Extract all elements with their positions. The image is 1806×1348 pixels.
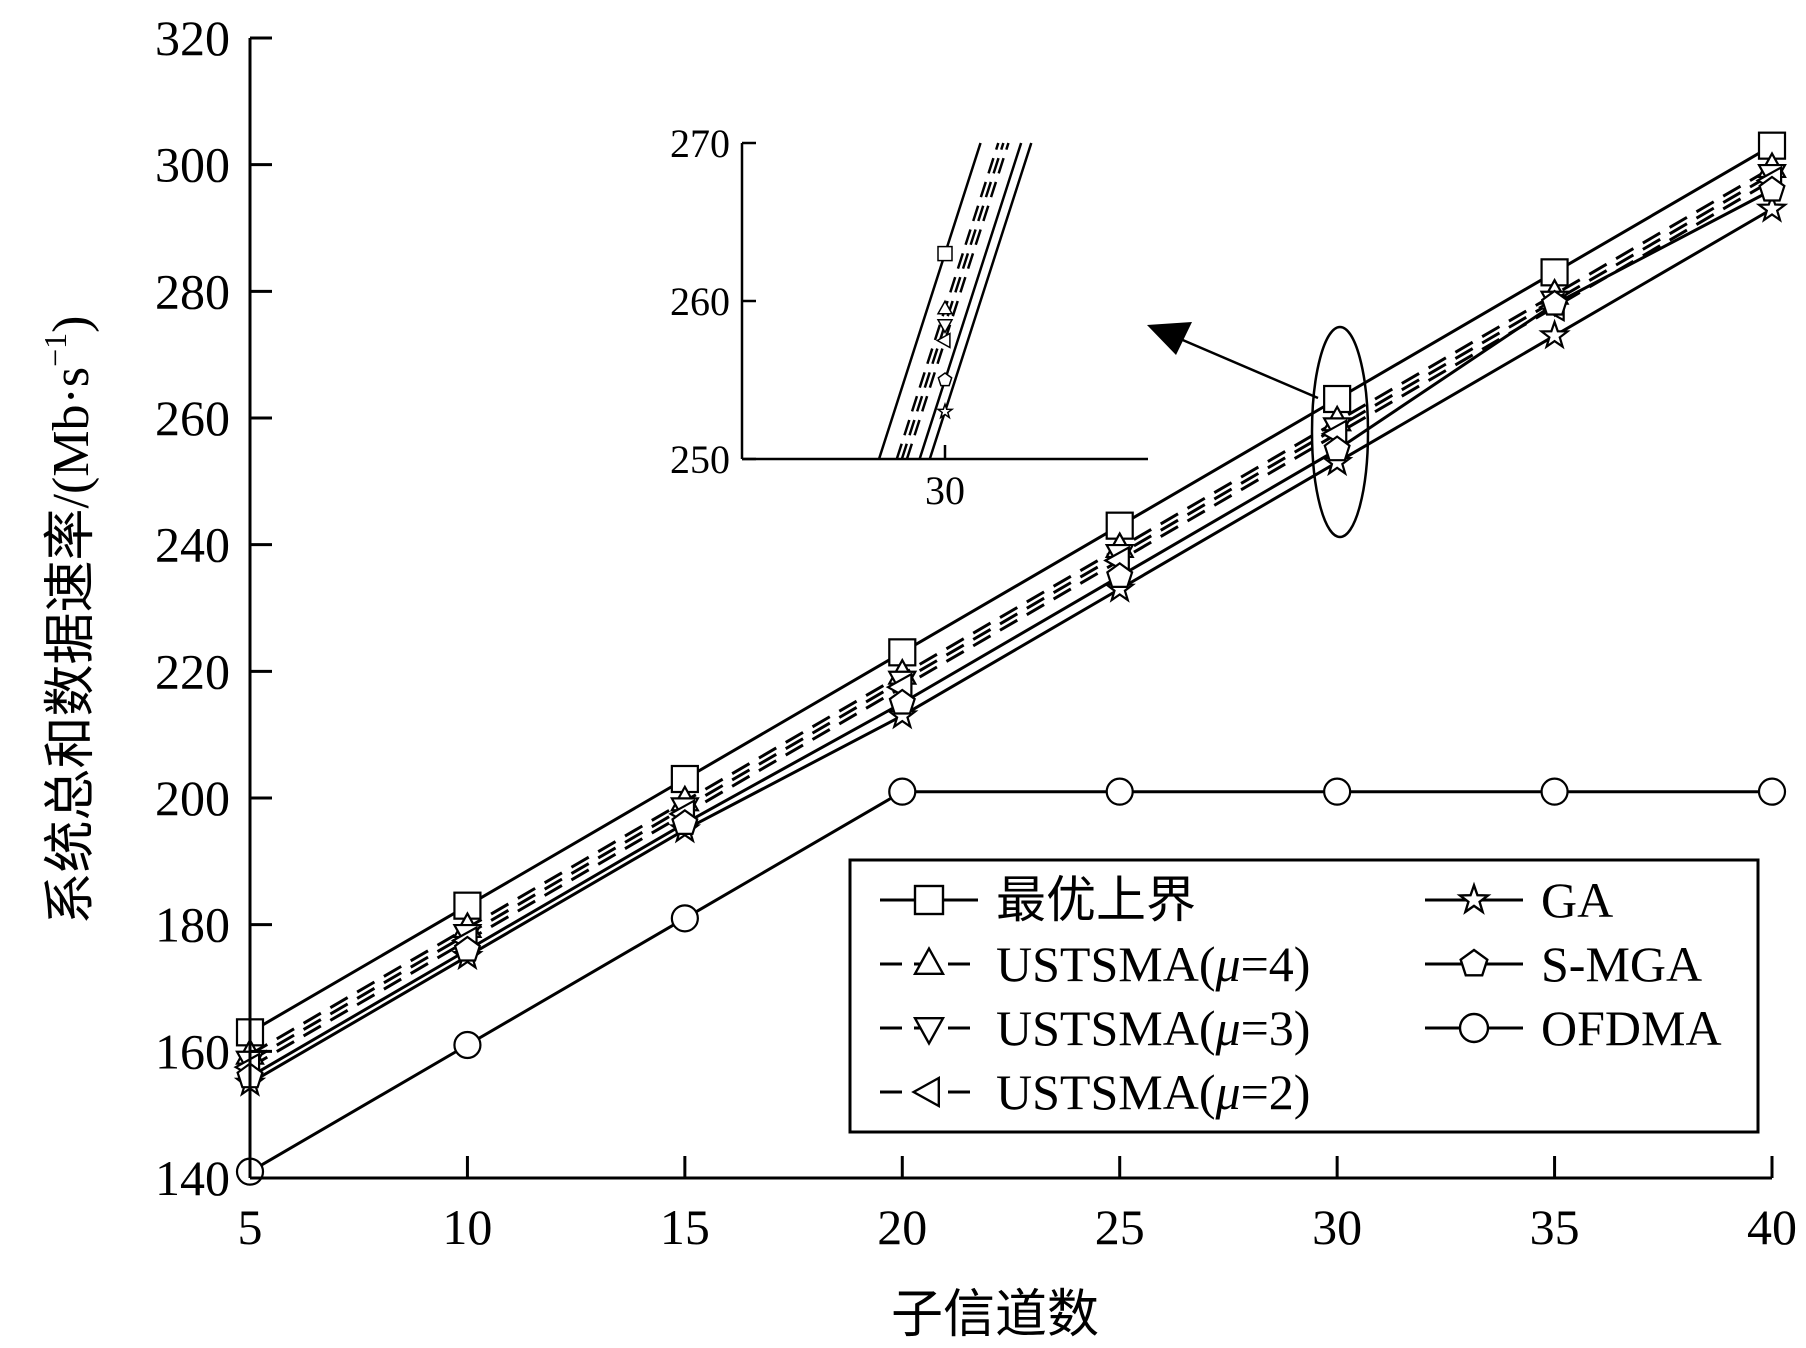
point-ofdma [1757,777,1787,806]
inset-line-upper-bound [877,142,982,460]
legend-label-part: μ [1214,1064,1240,1120]
series-line-ustsma-4 [249,166,1773,1056]
point-ga [1755,191,1789,223]
inset-point-ga [935,401,955,420]
legend-box [848,858,1760,1134]
legend-marker-ustsma-3 [912,1017,946,1046]
series-line-upper-bound [249,144,1773,1034]
legend-label-part: USTSMA( [996,1064,1215,1120]
inset-point-upper-bound [937,245,953,262]
inset-point-ustsma-2 [935,332,951,349]
y-tick-label: 180 [155,897,230,953]
inset-point-ustsma-3 [936,319,954,334]
legend-label-ustsma-3: USTSMA(μ=3) [996,1000,1310,1056]
point-s-mga [1323,435,1351,462]
legend-marker-ustsma-2 [911,1075,940,1109]
x-axis-title: 子信道数 [891,1287,1099,1344]
point-s-mga [1758,175,1786,202]
series-line-ofdma [249,790,1772,1173]
zoom-arrow [1177,336,1319,400]
y-axis-title-close: ) [43,316,100,333]
inset-line-ustsma-2 [905,142,1010,460]
x-tick-label: 5 [238,1199,263,1255]
y-axis-title-sup: −1 [37,333,73,367]
point-s-mga [1106,561,1134,588]
y-tick-label: 220 [155,643,230,699]
point-ofdma [1323,777,1352,806]
inset-point-s-mga [937,372,953,387]
inset-y-tick-label: 260 [670,279,730,324]
legend-marker-ofdma [1458,1012,1490,1044]
x-ticks: 5 10 15 20 25 30 35 40 [238,1156,1797,1255]
y-tick-label: 280 [155,263,230,319]
legend-label-ustsma-4: USTSMA(μ=4) [996,936,1310,992]
x-tick-label: 40 [1747,1199,1797,1255]
inset-y-tick-label: 250 [670,437,730,482]
y-tick-label: 240 [155,517,230,573]
legend-marker-ga [1456,881,1492,915]
series-line-ga [249,207,1773,1085]
legend-label-part: =3) [1241,1000,1311,1056]
inset-y-ticks: 250 260 270 [670,121,756,482]
main-series-lines [249,144,1773,1173]
inset-line-s-mga [918,142,1023,460]
inset-x-tick-label: 30 [925,468,965,513]
x-tick-label: 15 [660,1199,710,1255]
legend-label-part: μ [1214,1000,1240,1056]
y-tick-label: 200 [155,770,230,826]
legend-label-ga: GA [1541,872,1613,928]
legend-label-ustsma-2: USTSMA(μ=2) [996,1064,1310,1120]
legend-label-s-mga: S-MGA [1541,936,1702,992]
y-tick-label: 320 [155,10,230,66]
legend-label-part: USTSMA( [996,1000,1215,1056]
point-ofdma [888,777,917,806]
inset-series-markers [935,245,955,420]
legend-label-part: USTSMA( [996,936,1215,992]
point-ofdma [453,1030,482,1060]
inset-zoom: 250 260 270 30 [670,121,1148,513]
y-tick-label: 260 [155,390,230,446]
series-line-s-mga [249,188,1773,1078]
point-ofdma [1105,777,1134,806]
y-ticks: 140 160 180 200 220 240 260 280 300 320 [155,10,272,1206]
legend: 最优上界USTSMA(μ=4)USTSMA(μ=3)USTSMA(μ=2)GAS… [848,858,1760,1134]
point-ofdma [1540,777,1569,806]
legend-label-upper-bound: 最优上界 [996,872,1196,928]
x-tick-label: 25 [1095,1199,1145,1255]
inset-line-ustsma-3 [900,142,1005,460]
y-tick-label: 160 [155,1023,230,1079]
point-s-mga [453,935,482,962]
inset-line-ustsma-4 [895,142,1000,460]
point-s-mga [888,688,916,715]
inset-line-ga [928,142,1033,460]
legend-marker-s-mga [1459,948,1489,977]
legend-label-part: =4) [1241,936,1311,992]
inset-x-ticks: 30 [925,445,965,513]
legend-marker-upper-bound [913,884,945,916]
legend-label-ofdma: OFDMA [1541,1000,1722,1056]
point-ofdma [670,904,699,933]
y-axis-title: 系统总和数据速率/(Mb·s−1) [37,316,100,925]
legend-marker-ustsma-4 [912,946,946,975]
inset-y-tick-label: 270 [670,121,730,166]
point-s-mga [1540,289,1569,316]
inset-point-ustsma-4 [936,299,954,315]
y-axis-title-main: 系统总和数据速率/(Mb·s [43,367,100,925]
x-tick-label: 30 [1312,1199,1362,1255]
y-tick-label: 140 [155,1150,230,1206]
zoom-arrow-head [1147,322,1192,355]
point-ga [1538,318,1571,350]
y-tick-label: 300 [155,137,230,193]
series-line-ustsma-3 [249,172,1773,1063]
inset-series-lines [877,142,1033,460]
x-tick-label: 20 [877,1199,927,1255]
legend-label-part: =2) [1241,1064,1311,1120]
point-s-mga [671,808,699,835]
zoom-ellipse [1310,325,1370,539]
x-tick-label: 10 [442,1199,492,1255]
x-tick-label: 35 [1530,1199,1580,1255]
legend-label-part: μ [1214,936,1240,992]
